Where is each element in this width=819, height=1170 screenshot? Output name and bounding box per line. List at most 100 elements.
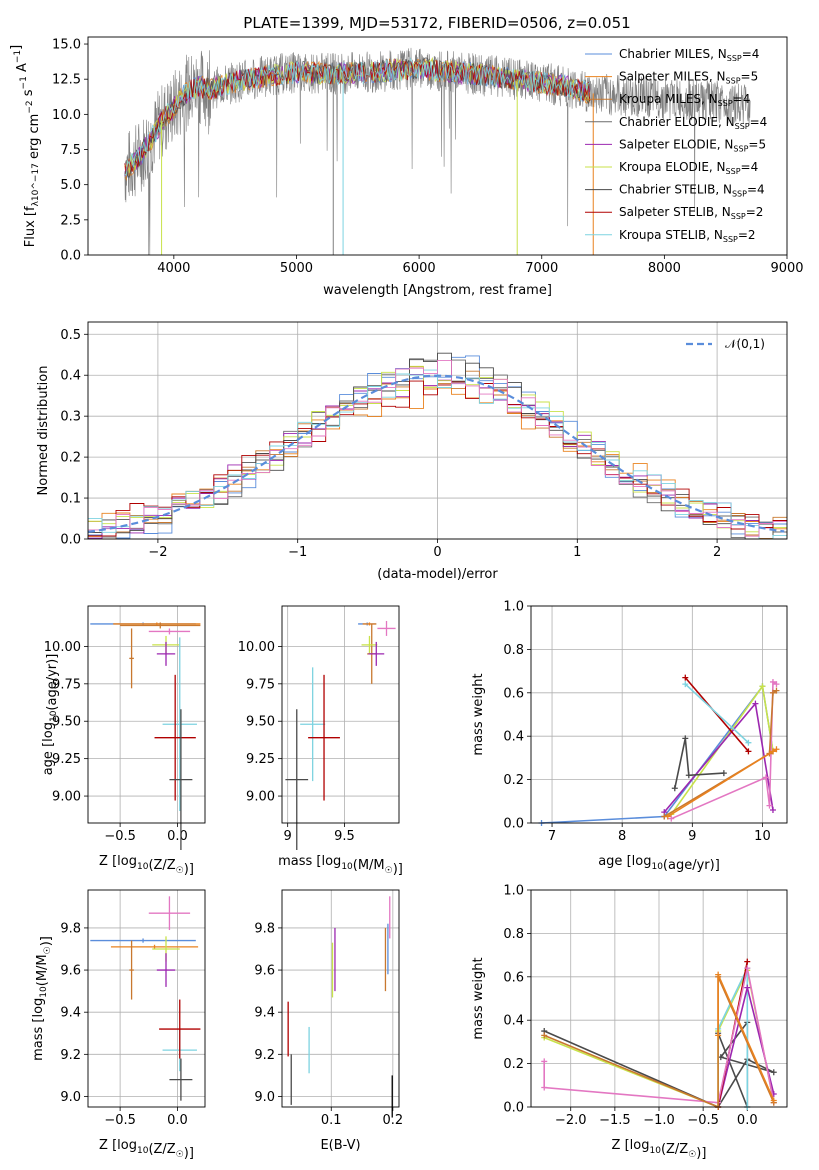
y-tick-label: 9.8 — [254, 921, 275, 936]
chart-residuals: −2 −1 0 1 2 0.0 0.1 0.2 0.3 0.4 0.5 (data-model)/er… — [36, 321, 788, 582]
y-tick-label: 9.50 — [246, 715, 275, 730]
x-axis-label: wavelength [Angstrom, rest frame] — [323, 283, 552, 298]
legend-label: Kroupa MILES, NSSP=4 — [619, 92, 750, 108]
y-tick-label: 1.0 — [503, 884, 524, 899]
y-tick-label: 0.4 — [60, 369, 81, 384]
x-tick-label: 9 — [284, 829, 292, 844]
axes-frame — [281, 605, 400, 824]
y-tick-label: 9.0 — [254, 1090, 275, 1105]
spectrum-model-line — [124, 57, 591, 177]
y-tick-label: 9.6 — [60, 964, 81, 979]
y-tick-label: 0.8 — [503, 927, 524, 942]
x-tick-label: 8 — [618, 829, 626, 844]
figure-title: PLATE=1399, MJD=53172, FIBERID=0506, z=0… — [243, 14, 630, 32]
y-tick-label: 9.75 — [52, 677, 81, 692]
histogram-step — [88, 369, 787, 540]
axes-frame — [87, 321, 788, 540]
series-marker — [769, 689, 776, 696]
legend-label: Kroupa STELIB, NSSP=2 — [619, 228, 756, 244]
series-marker — [773, 687, 780, 694]
x-axis-label: age [log10(age/yr)] — [598, 854, 720, 873]
series-marker — [715, 1032, 722, 1039]
x-axis-label: (data-model)/error — [377, 567, 498, 582]
x-axis-label: E(B-V) — [320, 1138, 360, 1153]
x-axis-label: Z [log10(Z/Z☉)] — [99, 1138, 194, 1161]
series-marker — [715, 971, 722, 978]
y-axis-label: Flux [fλ10^−17 erg cm−2 s−1 A−1] — [9, 45, 42, 247]
x-tick-label: −1.0 — [643, 1113, 675, 1128]
y-tick-label: 10.00 — [44, 640, 81, 655]
y-tick-label: 9.00 — [246, 790, 275, 805]
y-tick-label: 2.5 — [60, 213, 81, 228]
x-tick-label: 2 — [713, 545, 721, 560]
series-marker — [541, 1058, 548, 1065]
y-tick-label: 0.2 — [60, 451, 81, 466]
y-tick-label: 12.5 — [52, 73, 81, 88]
y-tick-label: 0.8 — [503, 643, 524, 658]
series-marker — [769, 806, 776, 813]
series-line — [663, 689, 777, 818]
legend: Chabrier MILES, NSSP=4 Salpeter MILES, NS… — [585, 47, 767, 244]
x-tick-label: 9 — [688, 829, 696, 844]
x-tick-label: −0.5 — [104, 829, 136, 844]
axes-frame — [87, 36, 788, 256]
legend-label: Kroupa ELODIE, NSSP=4 — [619, 160, 758, 176]
y-tick-label: 9.4 — [254, 1006, 275, 1021]
series-marker — [773, 746, 780, 753]
series-marker — [770, 1069, 777, 1076]
series-marker — [541, 1032, 548, 1039]
series-marker — [744, 984, 751, 991]
axes-frame — [87, 605, 206, 824]
chart-massweight_vs_Z: −2.0 −1.5 −1.0 −0.5 0.0 0.0 0.2 0.4 0.6 0.8 1.0 Z [… — [471, 884, 788, 1161]
series-marker — [773, 681, 780, 688]
y-tick-label: 0.4 — [503, 730, 524, 745]
x-tick-label: 7000 — [525, 261, 558, 276]
y-tick-label: 5.0 — [60, 178, 81, 193]
series-marker — [759, 683, 766, 690]
y-axis-label: mass weight — [471, 957, 486, 1039]
x-tick-label: −2 — [148, 545, 167, 560]
y-tick-label: 0.1 — [60, 492, 81, 507]
x-tick-label: 10 — [754, 829, 771, 844]
y-tick-label: 0.6 — [503, 970, 524, 985]
x-tick-label: 0.0 — [167, 1113, 188, 1128]
chart-mass_vs_Z: −0.5 0.0 9.0 9.2 9.4 9.6 9.8 Z [log10(Z/Z☉)] mas… — [31, 889, 206, 1161]
series-marker — [745, 739, 752, 746]
chart-spectrum: 4000 5000 6000 7000 8000 9000 0.0 2.5 5.0 7.5 10.0… — [9, 36, 804, 298]
y-axis-label: mass weight — [471, 673, 486, 755]
x-tick-label: −0.5 — [687, 1113, 719, 1128]
x-tick-label: −1 — [288, 545, 307, 560]
y-tick-label: 9.0 — [60, 1090, 81, 1105]
y-tick-label: 0.6 — [503, 686, 524, 701]
plots-container: 4000 5000 6000 7000 8000 90000.02.55.07.510.0… — [9, 36, 804, 1161]
y-tick-label: 9.00 — [52, 790, 81, 805]
y-tick-label: 0.0 — [60, 249, 81, 264]
legend-label: 𝒩(0,1) — [725, 337, 765, 351]
chart-mass_vs_EBV: 0.1 0.2 9.0 9.2 9.4 9.6 9.8 E(B-V) — [254, 889, 403, 1153]
series-marker — [671, 785, 678, 792]
legend-label: Chabrier STELIB, NSSP=4 — [619, 183, 765, 199]
series-line — [717, 987, 775, 1108]
axes-frame — [530, 605, 788, 824]
y-tick-label: 9.8 — [60, 921, 81, 936]
x-axis-label: Z [log10(Z/Z☉)] — [612, 1138, 707, 1161]
series-line — [674, 738, 724, 789]
x-tick-label: 9000 — [770, 261, 803, 276]
x-tick-label: −1.5 — [599, 1113, 631, 1128]
series-marker — [668, 815, 675, 822]
series-line — [541, 684, 774, 824]
chart-massweight_vs_age: 7 8 9 10 0.0 0.2 0.4 0.6 0.8 1.0 age [log10(age/yr… — [471, 600, 788, 873]
x-axis-label: Z [log10(Z/Z☉)] — [99, 854, 194, 877]
y-axis-label: mass [log10(M/M☉)] — [31, 936, 54, 1061]
series-marker — [744, 965, 751, 972]
series-marker — [745, 748, 752, 755]
normal-curve — [87, 374, 785, 533]
x-tick-label: 0.2 — [382, 1113, 403, 1128]
series-marker — [744, 958, 751, 965]
x-tick-label: 0.1 — [321, 1113, 342, 1128]
x-tick-label: 0.0 — [737, 1113, 758, 1128]
x-tick-label: 5000 — [280, 261, 313, 276]
series-line — [667, 748, 777, 818]
y-axis-label: Normed distribution — [36, 366, 51, 496]
y-tick-label: 9.2 — [60, 1048, 81, 1063]
